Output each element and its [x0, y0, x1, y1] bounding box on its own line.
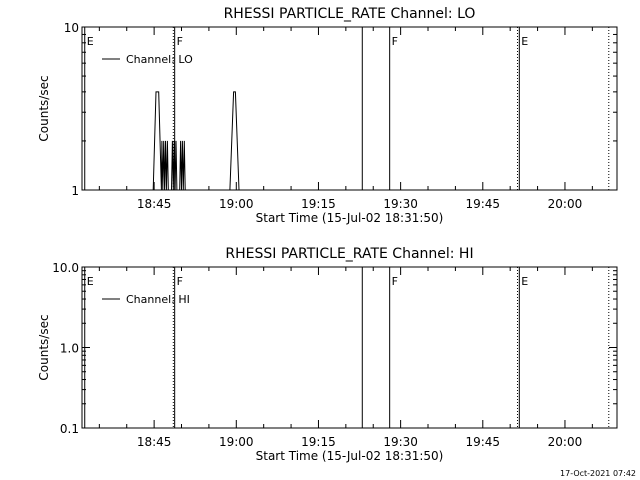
x-tick-label: 18:45 — [137, 197, 172, 211]
event-marker-label: F — [392, 35, 398, 48]
x-tick-label: 19:45 — [465, 197, 500, 211]
x-tick-label: 19:30 — [383, 435, 418, 449]
event-marker-label: E — [87, 35, 94, 48]
y-tick-label: 1.0 — [60, 342, 79, 356]
event-marker-label: E — [521, 275, 528, 288]
legend-label: Channel: HI — [126, 293, 190, 306]
x-tick-label: 19:45 — [465, 435, 500, 449]
x-axis-label: Start Time (15-Jul-02 18:31:50) — [256, 449, 444, 463]
x-tick-label: 19:30 — [383, 197, 418, 211]
chart-panel-2: RHESSI PARTICLE_RATE Channel: HI Counts/s… — [37, 246, 618, 463]
chart-title: RHESSI PARTICLE_RATE Channel: HI — [225, 246, 473, 262]
x-tick-label: 19:15 — [301, 435, 336, 449]
event-marker-label: E — [521, 35, 528, 48]
event-marker-label: F — [177, 35, 183, 48]
y-tick-label: 10.0 — [52, 261, 79, 275]
x-tick-label: 19:00 — [219, 435, 254, 449]
x-tick-label: 20:00 — [548, 435, 583, 449]
y-tick-label: 1 — [71, 184, 79, 198]
plot-frame — [81, 26, 618, 191]
x-tick-label: 20:00 — [548, 197, 583, 211]
x-tick-label: 19:00 — [219, 197, 254, 211]
y-tick-label: 10 — [64, 21, 79, 35]
event-marker-label: F — [177, 275, 183, 288]
y-tick-label: 0.1 — [60, 422, 79, 436]
legend-label: Channel: LO — [126, 53, 193, 66]
event-marker-label: E — [87, 275, 94, 288]
y-axis-label: Counts/sec — [37, 314, 51, 380]
chart-title: RHESSI PARTICLE_RATE Channel: LO — [224, 6, 476, 22]
chart-panel-1: RHESSI PARTICLE_RATE Channel: LO Counts/s… — [37, 6, 618, 225]
series-line — [152, 91, 240, 191]
plot-timestamp: 17-Oct-2021 07:42 — [560, 469, 636, 478]
x-axis-label: Start Time (15-Jul-02 18:31:50) — [256, 211, 444, 225]
plot-frame — [81, 266, 618, 429]
x-tick-label: 18:45 — [137, 435, 172, 449]
y-axis-label: Counts/sec — [37, 75, 51, 141]
x-tick-label: 19:15 — [301, 197, 336, 211]
event-marker-label: F — [392, 275, 398, 288]
